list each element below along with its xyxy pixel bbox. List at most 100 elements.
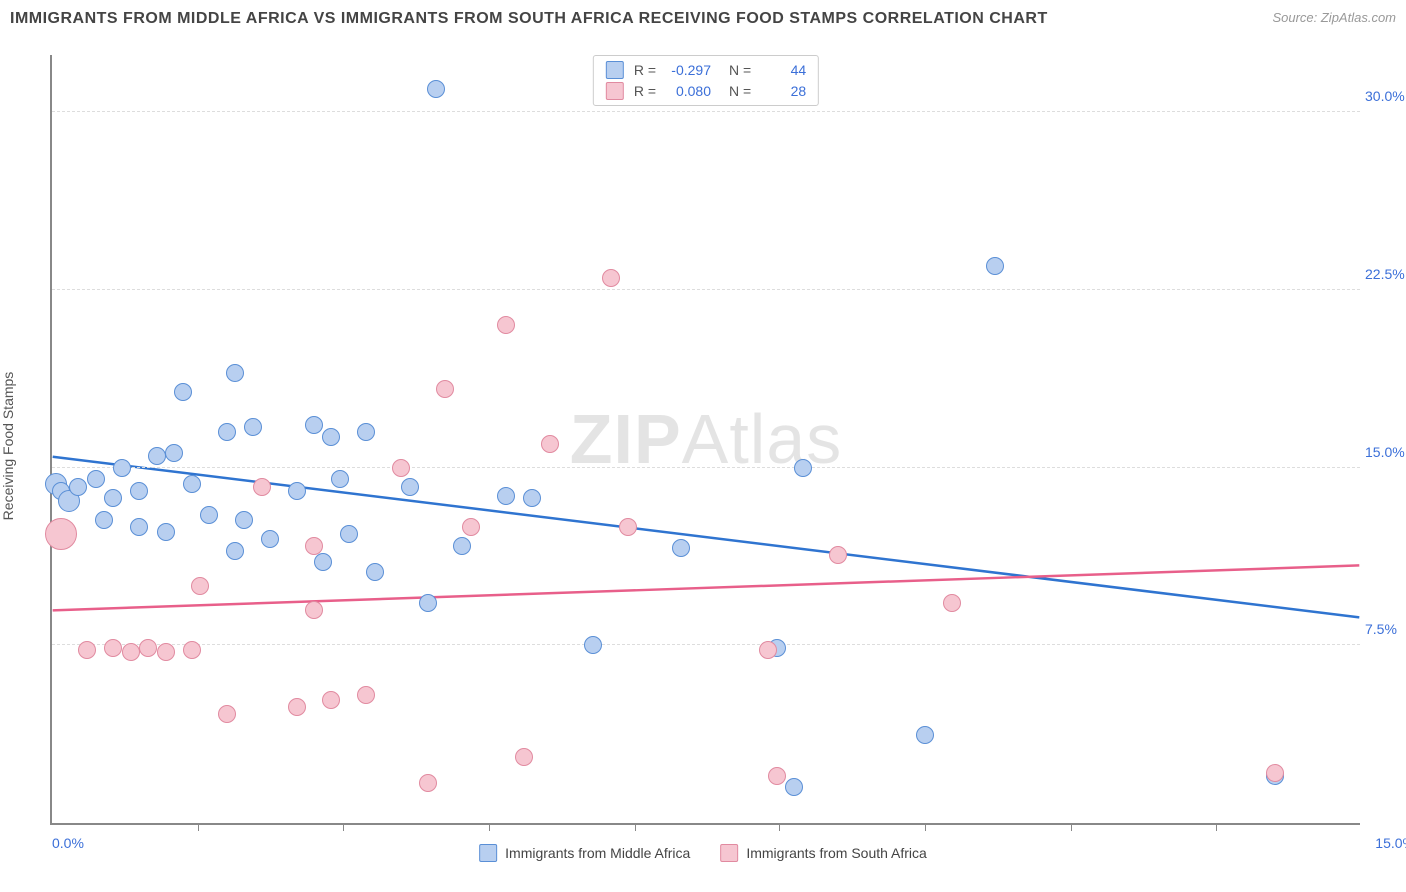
legend-label: Immigrants from South Africa [746,845,927,861]
data-point [357,686,375,704]
x-tick [489,823,490,831]
stat-label-n: N = [729,62,751,78]
data-point [986,257,1004,275]
x-tick [779,823,780,831]
x-axis-label-min: 0.0% [52,835,84,851]
data-point [148,447,166,465]
data-point [305,537,323,555]
data-point [672,539,690,557]
legend-swatch [606,82,624,100]
stat-value-r: 0.080 [666,83,711,99]
data-point [497,316,515,334]
data-point [174,383,192,401]
data-point [78,641,96,659]
data-point [322,428,340,446]
x-tick [1216,823,1217,831]
y-tick-label: 7.5% [1365,621,1406,637]
data-point [515,748,533,766]
legend-swatch [479,844,497,862]
data-point [436,380,454,398]
data-point [916,726,934,744]
trend-line [53,565,1360,610]
bottom-legend: Immigrants from Middle Africa Immigrants … [479,844,927,862]
x-tick [1071,823,1072,831]
stat-row: R = -0.297 N = 44 [606,61,806,79]
chart-title: IMMIGRANTS FROM MIDDLE AFRICA VS IMMIGRA… [10,10,1048,27]
data-point [104,639,122,657]
stat-value-r: -0.297 [666,62,711,78]
data-point [462,518,480,536]
legend-item: Immigrants from South Africa [720,844,927,862]
data-point [157,643,175,661]
stat-label-n: N = [729,83,751,99]
data-point [453,537,471,555]
data-point [183,475,201,493]
data-point [794,459,812,477]
data-point [157,523,175,541]
legend-swatch [720,844,738,862]
x-tick [343,823,344,831]
data-point [523,489,541,507]
data-point [253,478,271,496]
x-axis-label-max: 15.0% [1375,835,1406,851]
x-tick [925,823,926,831]
data-point [191,577,209,595]
y-tick-label: 22.5% [1365,266,1406,282]
data-point [226,364,244,382]
x-tick [198,823,199,831]
data-point [314,553,332,571]
data-point [768,767,786,785]
data-point [130,482,148,500]
data-point [759,641,777,659]
data-point [288,698,306,716]
data-point [218,423,236,441]
y-tick-label: 30.0% [1365,88,1406,104]
stat-label-r: R = [634,62,656,78]
data-point [419,594,437,612]
legend-label: Immigrants from Middle Africa [505,845,690,861]
data-point [288,482,306,500]
source-label: Source: ZipAtlas.com [1272,10,1396,25]
data-point [305,416,323,434]
data-point [183,641,201,659]
data-point [122,643,140,661]
legend-swatch [606,61,624,79]
gridline [52,467,1360,468]
data-point [235,511,253,529]
data-point [1266,764,1284,782]
stat-value-n: 44 [761,62,806,78]
data-point [87,470,105,488]
data-point [165,444,183,462]
stat-value-n: 28 [761,83,806,99]
data-point [357,423,375,441]
data-point [130,518,148,536]
data-point [113,459,131,477]
data-point [69,478,87,496]
data-point [619,518,637,536]
data-point [226,542,244,560]
data-point [104,489,122,507]
data-point [331,470,349,488]
gridline [52,289,1360,290]
data-point [305,601,323,619]
data-point [392,459,410,477]
trend-layer [52,55,1360,823]
data-point [45,518,77,550]
y-tick-label: 15.0% [1365,444,1406,460]
data-point [541,435,559,453]
data-point [200,506,218,524]
data-point [829,546,847,564]
gridline [52,644,1360,645]
data-point [322,691,340,709]
data-point [95,511,113,529]
x-tick [635,823,636,831]
legend-item: Immigrants from Middle Africa [479,844,690,862]
y-axis-title: Receiving Food Stamps [0,372,16,521]
stat-box: R = -0.297 N = 44R = 0.080 N = 28 [593,55,819,106]
data-point [785,778,803,796]
data-point [943,594,961,612]
data-point [261,530,279,548]
data-point [244,418,262,436]
trend-line [53,457,1360,618]
data-point [139,639,157,657]
